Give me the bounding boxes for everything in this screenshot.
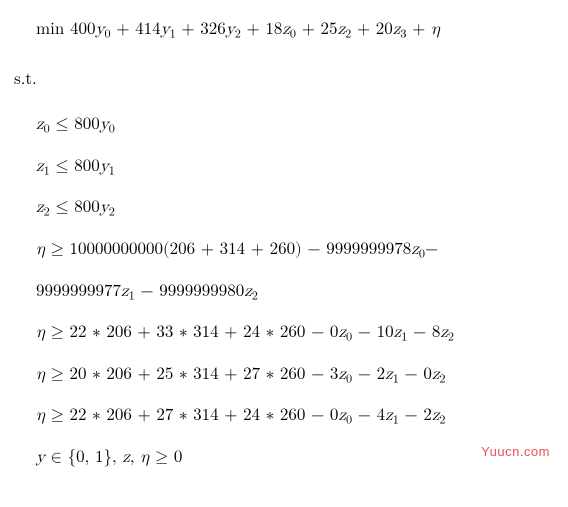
constraint-eta-3: η ≥ 22 ∗ 206 + 27 ∗ 314 + 24 ∗ 260 − 0z0… bbox=[36, 404, 558, 430]
min-op: min bbox=[36, 21, 70, 38]
constraint-z2: z2 ≤ 800y2 bbox=[36, 196, 558, 222]
constraint-z1: z1 ≤ 800y1 bbox=[36, 155, 558, 181]
math-formulation: min 400y0 + 414y1 + 326y2 + 18z0 + 25z2 … bbox=[0, 0, 568, 470]
domain-constraint: y ∈ {0, 1}, z, η ≥ 0 bbox=[36, 446, 558, 470]
subject-to-label: s.t. bbox=[14, 68, 558, 92]
constraint-eta-2: η ≥ 20 ∗ 206 + 25 ∗ 314 + 27 ∗ 260 − 3z0… bbox=[36, 363, 558, 389]
objective: min 400y0 + 414y1 + 326y2 + 18z0 + 25z2 … bbox=[36, 18, 558, 44]
watermark: Yuucn.com bbox=[481, 444, 550, 459]
constraint-eta-1: η ≥ 22 ∗ 206 + 33 ∗ 314 + 24 ∗ 260 − 0z0… bbox=[36, 321, 558, 347]
constraint-eta-bigm-l2: 9999999977z1 − 9999999980z2 bbox=[36, 280, 558, 306]
constraint-z0: z0 ≤ 800y0 bbox=[36, 113, 558, 139]
constraint-eta-bigm-l1: η ≥ 10000000000(206 + 314 + 260) − 99999… bbox=[36, 238, 558, 264]
obj-expr: 400y0 + 414y1 + 326y2 + 18z0 + 25z2 + 20… bbox=[70, 21, 440, 38]
